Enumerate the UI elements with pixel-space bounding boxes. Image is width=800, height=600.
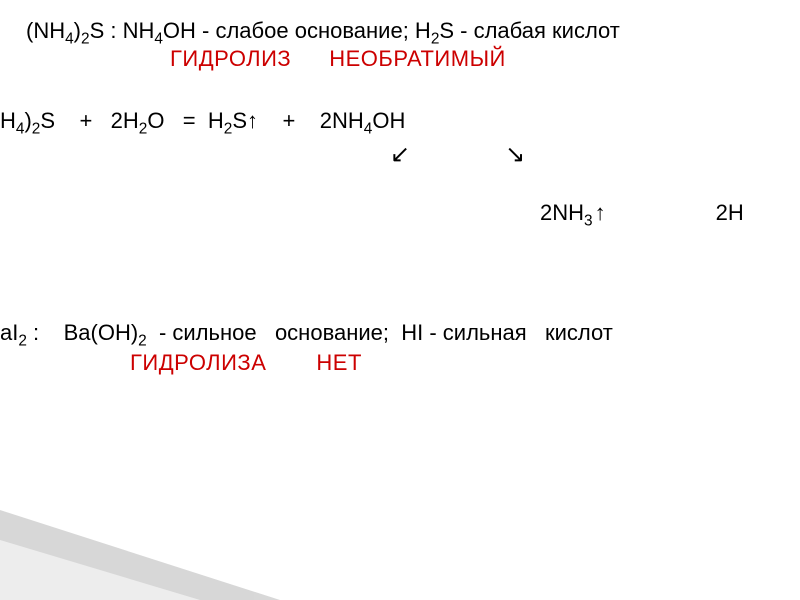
down-right-arrow-icon: ↘ [505, 141, 525, 168]
down-left-arrow-icon: ↙ [390, 141, 410, 168]
hydrolysis-label-2: ГИДРОЛИЗА НЕТ [130, 350, 362, 376]
subscript: 4 [65, 30, 74, 47]
text-part: S [232, 108, 247, 133]
hydrolysis-label-1: ГИДРОЛИЗ НЕОБРАТИМЫЙ [170, 46, 506, 72]
text-part: OH - слабое основание; H [163, 18, 431, 43]
text-part: ) [74, 18, 81, 43]
up-arrow-icon: ↑ [595, 200, 606, 225]
red-word: НЕОБРАТИМЫЙ [329, 46, 506, 71]
subscript: 2 [18, 332, 27, 349]
text-part: OH [372, 108, 405, 133]
text-part: S : NH [90, 18, 155, 43]
equation-line: H4)2S + 2H2O = H2S↑ + 2NH4OH [0, 108, 405, 138]
text-part: - сильное основание; HI - сильная кислот [147, 320, 613, 345]
text-part: S + 2H [40, 108, 138, 133]
text-part: O = H [147, 108, 223, 133]
formula-line-1: (NH4)2S : NH4OH - слабое основание; H2S … [26, 18, 620, 48]
red-word: ГИДРОЛИЗ [170, 46, 291, 71]
text-part: 2NH [540, 200, 584, 225]
diagonal-arrows: ↙↘ [390, 140, 525, 169]
subscript: 2 [138, 332, 147, 349]
text-part: (NH [26, 18, 65, 43]
text-part: H [0, 108, 16, 133]
text-part: : Ba(OH) [27, 320, 138, 345]
formula-line-2: aI2 : Ba(OH)2 - сильное основание; HI - … [0, 320, 613, 350]
text-part: + 2NH [258, 108, 364, 133]
red-word: ГИДРОЛИЗА [130, 350, 266, 375]
text-part: S - слабая кислот [439, 18, 619, 43]
red-word: НЕТ [316, 350, 362, 375]
text-part: 2H [716, 200, 744, 225]
subscript: 4 [154, 30, 163, 47]
subscript: 3 [584, 212, 593, 229]
up-arrow-icon: ↑ [247, 108, 258, 133]
products-line: 2NH3↑ 2H [540, 200, 744, 230]
text-part: aI [0, 320, 18, 345]
text-part: ) [24, 108, 31, 133]
subscript: 2 [81, 30, 90, 47]
decorative-shadow [0, 510, 280, 600]
